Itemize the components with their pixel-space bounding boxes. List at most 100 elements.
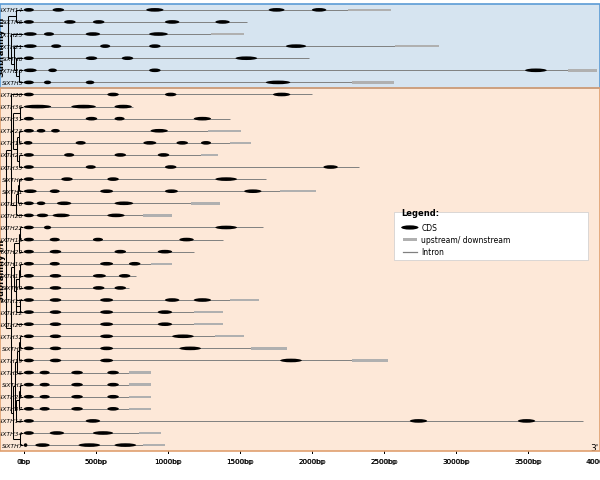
Ellipse shape <box>86 33 100 37</box>
Ellipse shape <box>86 419 100 423</box>
Bar <box>394 212 589 261</box>
Ellipse shape <box>24 250 34 254</box>
Ellipse shape <box>86 57 97 61</box>
Text: 500bp: 500bp <box>84 458 107 465</box>
Ellipse shape <box>100 323 113 326</box>
Ellipse shape <box>115 106 132 109</box>
Ellipse shape <box>24 82 34 85</box>
Ellipse shape <box>115 154 126 157</box>
Ellipse shape <box>24 118 34 121</box>
Ellipse shape <box>24 335 34 338</box>
Ellipse shape <box>107 395 119 399</box>
Text: SlXTH22: SlXTH22 <box>0 226 23 230</box>
Ellipse shape <box>50 263 60 266</box>
Ellipse shape <box>24 130 34 133</box>
Text: SlXTH33: SlXTH33 <box>0 165 23 170</box>
Ellipse shape <box>50 275 61 278</box>
Ellipse shape <box>71 407 83 411</box>
Ellipse shape <box>48 69 57 73</box>
Text: SlXTH19: SlXTH19 <box>0 358 23 363</box>
Text: upstream/ downstream: upstream/ downstream <box>421 236 511 244</box>
Text: SlXTH20: SlXTH20 <box>0 322 23 327</box>
Text: SlXTH24: SlXTH24 <box>0 395 23 399</box>
Text: SlXTH14: SlXTH14 <box>0 8 23 13</box>
Text: 3': 3' <box>590 443 599 452</box>
Ellipse shape <box>24 214 34 218</box>
Text: 2000bp: 2000bp <box>298 458 326 465</box>
Text: SlXTH21: SlXTH21 <box>0 45 23 49</box>
Text: SlXTH30: SlXTH30 <box>0 93 23 98</box>
Ellipse shape <box>165 94 176 97</box>
Ellipse shape <box>24 69 37 73</box>
Ellipse shape <box>57 202 71 205</box>
Ellipse shape <box>115 202 133 205</box>
Text: CDS: CDS <box>421 224 437 232</box>
Ellipse shape <box>50 238 60 242</box>
Bar <box>352 82 394 84</box>
Ellipse shape <box>107 178 119 181</box>
Ellipse shape <box>107 214 125 218</box>
Text: Legend:: Legend: <box>401 208 439 217</box>
Ellipse shape <box>165 166 176 169</box>
Ellipse shape <box>24 407 34 411</box>
Ellipse shape <box>215 178 237 181</box>
Ellipse shape <box>93 238 103 242</box>
Text: SlXTH1: SlXTH1 <box>2 189 23 194</box>
Ellipse shape <box>518 419 535 423</box>
Ellipse shape <box>24 238 34 242</box>
Ellipse shape <box>93 432 113 435</box>
Bar <box>208 130 241 132</box>
Text: SlXTH17: SlXTH17 <box>0 298 23 303</box>
Ellipse shape <box>215 21 230 24</box>
Bar <box>215 336 244 338</box>
Ellipse shape <box>24 106 51 109</box>
Ellipse shape <box>24 21 34 24</box>
Text: 2000bp: 2000bp <box>299 458 325 464</box>
Ellipse shape <box>201 142 211 145</box>
Text: 1500bp: 1500bp <box>226 458 254 465</box>
Ellipse shape <box>24 226 34 230</box>
Text: 3500bp: 3500bp <box>514 458 542 465</box>
Bar <box>129 396 151 398</box>
Ellipse shape <box>176 142 188 145</box>
Ellipse shape <box>100 347 113 350</box>
Ellipse shape <box>37 214 48 218</box>
Text: SlXTH3: SlXTH3 <box>2 383 23 387</box>
Ellipse shape <box>50 250 61 254</box>
Ellipse shape <box>115 250 126 254</box>
Ellipse shape <box>86 166 96 169</box>
Ellipse shape <box>37 202 46 205</box>
Ellipse shape <box>24 395 34 399</box>
Ellipse shape <box>50 311 61 314</box>
Text: SlXTH35: SlXTH35 <box>0 370 23 375</box>
Text: SlXTH9: SlXTH9 <box>2 286 23 291</box>
Ellipse shape <box>24 166 34 169</box>
Text: SlXTH10: SlXTH10 <box>0 262 23 267</box>
Text: SlXTH34: SlXTH34 <box>0 431 23 435</box>
Ellipse shape <box>100 359 113 362</box>
Bar <box>143 215 172 217</box>
Bar <box>251 348 287 350</box>
Ellipse shape <box>525 69 547 73</box>
Ellipse shape <box>149 45 161 49</box>
Ellipse shape <box>51 130 60 133</box>
Ellipse shape <box>158 154 169 157</box>
Ellipse shape <box>179 238 194 242</box>
Ellipse shape <box>143 142 157 145</box>
Ellipse shape <box>172 335 194 338</box>
Text: SlXTH29: SlXTH29 <box>0 250 23 254</box>
Ellipse shape <box>35 444 50 447</box>
Bar <box>568 70 597 72</box>
Ellipse shape <box>50 359 61 362</box>
Ellipse shape <box>24 178 34 181</box>
Ellipse shape <box>71 106 96 109</box>
Text: 0bp: 0bp <box>17 458 31 464</box>
Ellipse shape <box>40 395 50 399</box>
Text: 1000bp: 1000bp <box>154 458 182 465</box>
Text: SlXTH25: SlXTH25 <box>0 33 23 37</box>
Ellipse shape <box>40 371 50 374</box>
Text: SlXTH36: SlXTH36 <box>0 105 23 110</box>
Ellipse shape <box>146 9 164 12</box>
Ellipse shape <box>86 118 97 121</box>
Text: 500bp: 500bp <box>85 458 107 464</box>
